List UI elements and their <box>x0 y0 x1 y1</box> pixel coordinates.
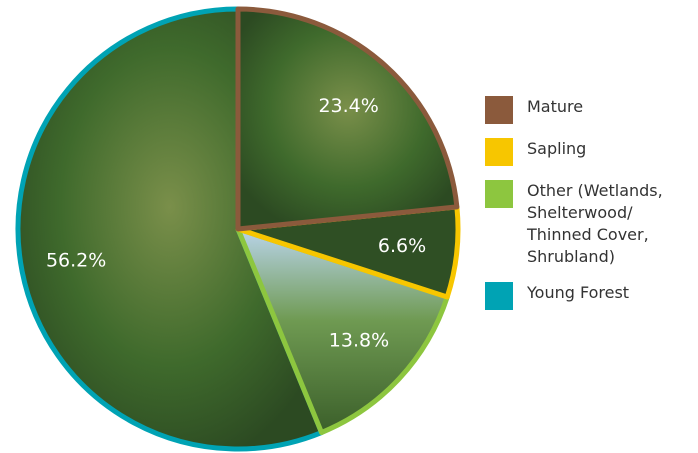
legend-item: Mature <box>485 96 685 124</box>
legend: Mature Sapling Other (Wetlands, Shelterwoo… <box>485 96 685 324</box>
slice-label: 6.6% <box>378 235 426 257</box>
slice-label: 56.2% <box>46 249 106 271</box>
legend-item: Young Forest <box>485 282 685 310</box>
legend-label: Young Forest <box>527 282 685 304</box>
legend-swatch <box>485 180 513 208</box>
chart: 56.2% 13.8% 6.6% 23.4% <box>0 0 470 453</box>
slice-label: 13.8% <box>329 330 389 352</box>
legend-item: Other (Wetlands, Shelterwood/ Thinned Co… <box>485 180 685 268</box>
pie-slice <box>238 9 457 229</box>
legend-label: Other (Wetlands, Shelterwood/ Thinned Co… <box>527 180 685 268</box>
legend-swatch <box>485 96 513 124</box>
slice-label: 23.4% <box>318 95 378 117</box>
legend-swatch <box>485 138 513 166</box>
legend-label: Mature <box>527 96 685 118</box>
legend-item: Sapling <box>485 138 685 166</box>
legend-swatch <box>485 282 513 310</box>
legend-label: Sapling <box>527 138 685 160</box>
page: 56.2% 13.8% 6.6% 23.4% Mature Sapling Other (… <box>0 0 698 453</box>
